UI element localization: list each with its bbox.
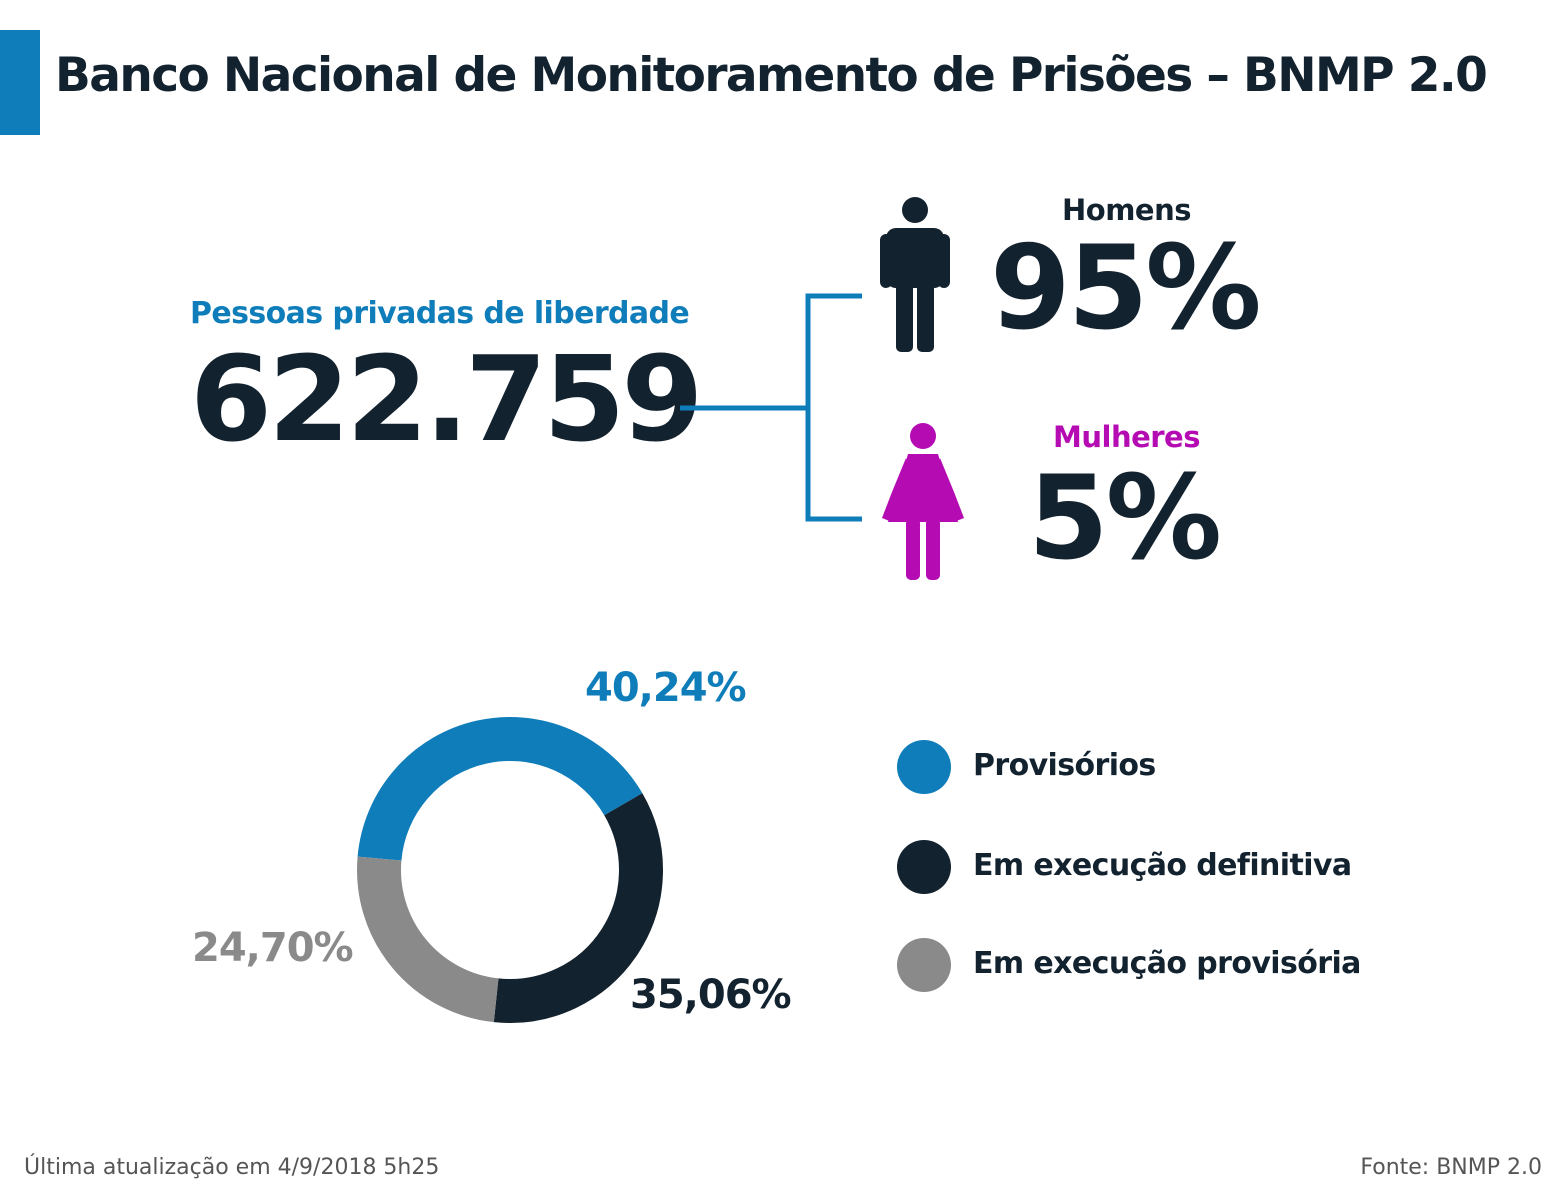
slice-label-execucao-definitiva: 35,06%: [630, 972, 792, 1018]
legend-swatch: [897, 740, 951, 794]
slice-label-provisorios: 40,24%: [585, 665, 747, 711]
men-value: 95%: [990, 221, 1262, 356]
legend-label: Em execução definitiva: [973, 848, 1352, 883]
donut-slice-0: [357, 717, 643, 861]
men-label: Homens: [1062, 193, 1192, 227]
source-credit: Fonte: BNMP 2.0: [1360, 1155, 1542, 1180]
slice-label-execucao-provisoria: 24,70%: [192, 925, 354, 971]
legend-label: Em execução provisória: [973, 946, 1361, 981]
title-accent-bar: [0, 30, 40, 135]
donut-slice-2: [357, 856, 500, 1023]
woman-icon: [882, 423, 964, 580]
last-updated: Última atualização em 4/9/2018 5h25: [24, 1155, 440, 1180]
total-label: Pessoas privadas de liberdade: [190, 296, 690, 331]
legend-label: Provisórios: [973, 748, 1156, 783]
women-value: 5%: [1028, 451, 1222, 586]
legend-swatch: [897, 938, 951, 992]
man-icon: [880, 197, 950, 352]
women-label: Mulheres: [1053, 420, 1201, 454]
page-title: Banco Nacional de Monitoramento de Prisõ…: [55, 48, 1488, 103]
donut-slice-1: [493, 793, 663, 1023]
total-value: 622.759: [190, 330, 703, 468]
donut-chart: [357, 717, 663, 1023]
legend-swatch: [897, 840, 951, 894]
